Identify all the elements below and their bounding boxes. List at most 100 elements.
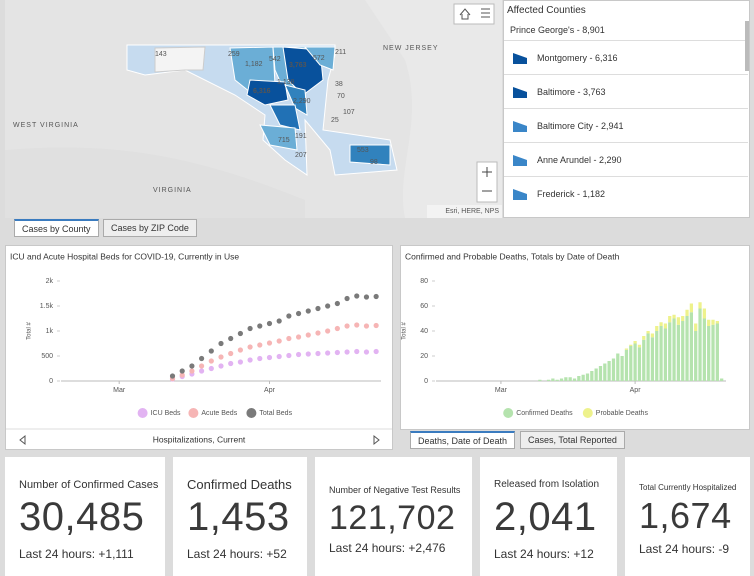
kpi-title: Released from Isolation bbox=[494, 479, 600, 490]
legend-swatch bbox=[188, 408, 199, 418]
place-label: NEW JERSEY bbox=[383, 45, 439, 52]
kpi-value: 1,674 bbox=[639, 495, 732, 536]
list-item[interactable]: Baltimore City - 2,941 bbox=[504, 108, 748, 142]
data-point bbox=[373, 322, 379, 329]
attribution-bg bbox=[427, 205, 502, 218]
legend-swatch bbox=[246, 408, 257, 418]
bar bbox=[629, 346, 633, 381]
home-icon[interactable] bbox=[459, 8, 471, 20]
kpi-title: Confirmed Deaths bbox=[187, 477, 292, 492]
bar bbox=[685, 316, 689, 381]
data-point bbox=[266, 320, 273, 327]
data-point bbox=[325, 328, 331, 334]
bar bbox=[715, 323, 719, 381]
bar bbox=[581, 374, 585, 381]
map-tools[interactable] bbox=[453, 3, 495, 25]
map-label: 107 bbox=[343, 109, 355, 116]
bar bbox=[668, 322, 672, 381]
map-label: 1,138 bbox=[277, 79, 295, 86]
data-point bbox=[247, 344, 253, 350]
data-point bbox=[179, 372, 185, 378]
bar bbox=[642, 336, 646, 340]
map-label: 98 bbox=[370, 159, 378, 166]
data-point bbox=[257, 342, 263, 348]
legend-label: Acute Beds bbox=[201, 410, 237, 417]
data-point bbox=[208, 358, 214, 364]
bar bbox=[633, 341, 637, 344]
data-point bbox=[247, 325, 253, 332]
kpi-sub: Last 24 hours: +1,111 bbox=[19, 547, 134, 561]
y-tick-label: 80 bbox=[420, 278, 428, 285]
item-text: Baltimore City - 2,941 bbox=[537, 121, 624, 131]
legend-label: Confirmed Deaths bbox=[516, 410, 573, 417]
tab[interactable]: Cases by County bbox=[14, 219, 99, 237]
bar bbox=[676, 317, 681, 325]
bar bbox=[624, 349, 629, 381]
bar bbox=[603, 363, 607, 381]
data-point bbox=[295, 310, 302, 317]
map-label: 3,763 bbox=[289, 62, 307, 69]
next-button[interactable] bbox=[373, 434, 380, 446]
icon bbox=[513, 87, 527, 98]
bar bbox=[616, 353, 620, 381]
list-icon[interactable] bbox=[481, 8, 490, 18]
kpi-card: Total Currently Hospitalized 1,674 Last 24… bbox=[625, 457, 750, 576]
data-point bbox=[169, 373, 176, 379]
list-item[interactable]: Baltimore - 3,763 bbox=[504, 74, 748, 108]
data-point bbox=[295, 334, 302, 340]
map-label: 715 bbox=[278, 137, 290, 144]
map[interactable]: 143 259 1,182 542 572 211 3,763 1,138 6,… bbox=[5, 0, 502, 218]
list-item[interactable]: Prince George's - 8,901 bbox=[510, 25, 605, 35]
tab[interactable]: Cases by ZIP Code bbox=[103, 219, 197, 237]
item-text: Baltimore - 3,763 bbox=[537, 87, 606, 97]
bar bbox=[715, 321, 719, 324]
data-point bbox=[199, 355, 205, 362]
data-point bbox=[315, 305, 321, 312]
bar bbox=[564, 377, 568, 381]
map-label: 211 bbox=[335, 49, 346, 56]
zoom-in[interactable] bbox=[482, 167, 492, 177]
data-point bbox=[286, 335, 292, 342]
data-point bbox=[286, 313, 292, 319]
scrollbar[interactable] bbox=[745, 21, 749, 71]
tab[interactable]: Deaths, Date of Death bbox=[410, 431, 516, 449]
map-svg: 143 259 1,182 542 572 211 3,763 1,138 6,… bbox=[5, 0, 502, 218]
data-point bbox=[334, 300, 340, 307]
bar bbox=[594, 368, 598, 381]
map-label: 25 bbox=[331, 117, 339, 124]
place-label: WEST VIRGINIA bbox=[13, 122, 79, 129]
data-point bbox=[237, 347, 243, 353]
bar bbox=[637, 347, 642, 381]
x-tick-label: Mar bbox=[113, 387, 126, 394]
bar bbox=[607, 361, 611, 381]
data-point bbox=[276, 338, 282, 344]
data-point bbox=[334, 349, 340, 356]
list-item[interactable]: Anne Arundel - 2,290 bbox=[504, 142, 748, 176]
tab[interactable]: Cases, Total Reported bbox=[520, 431, 625, 449]
bar bbox=[711, 319, 715, 325]
list-item[interactable]: Frederick - 1,182 bbox=[504, 176, 748, 210]
kpi-card: Released from Isolation 2,041 Last 24 hour… bbox=[480, 457, 617, 576]
data-point bbox=[228, 350, 234, 357]
map-label: 6,316 bbox=[253, 88, 271, 95]
data-point bbox=[266, 354, 273, 361]
kpi-sub: Last 24 hours: +2,476 bbox=[329, 541, 446, 555]
x-tick-label: Apr bbox=[264, 387, 276, 394]
legend-swatch bbox=[582, 408, 593, 418]
data-point bbox=[189, 368, 195, 374]
list-item[interactable]: Montgomery - 6,316 bbox=[504, 40, 748, 74]
data-point bbox=[179, 368, 185, 374]
data-point bbox=[315, 330, 321, 336]
map-label: 2,290 bbox=[293, 98, 311, 105]
data-point bbox=[363, 323, 370, 329]
prev-button[interactable] bbox=[19, 434, 26, 446]
bar bbox=[659, 326, 663, 381]
bar bbox=[663, 328, 668, 381]
data-point bbox=[189, 363, 195, 369]
list-title: Affected Counties bbox=[507, 5, 586, 16]
hospital-panel: ICU and Acute Hospital Beds for COVID-19… bbox=[5, 245, 393, 450]
data-point bbox=[373, 348, 379, 355]
bar bbox=[672, 318, 676, 381]
montgomery bbox=[246, 79, 289, 106]
map-label: 143 bbox=[155, 51, 167, 58]
